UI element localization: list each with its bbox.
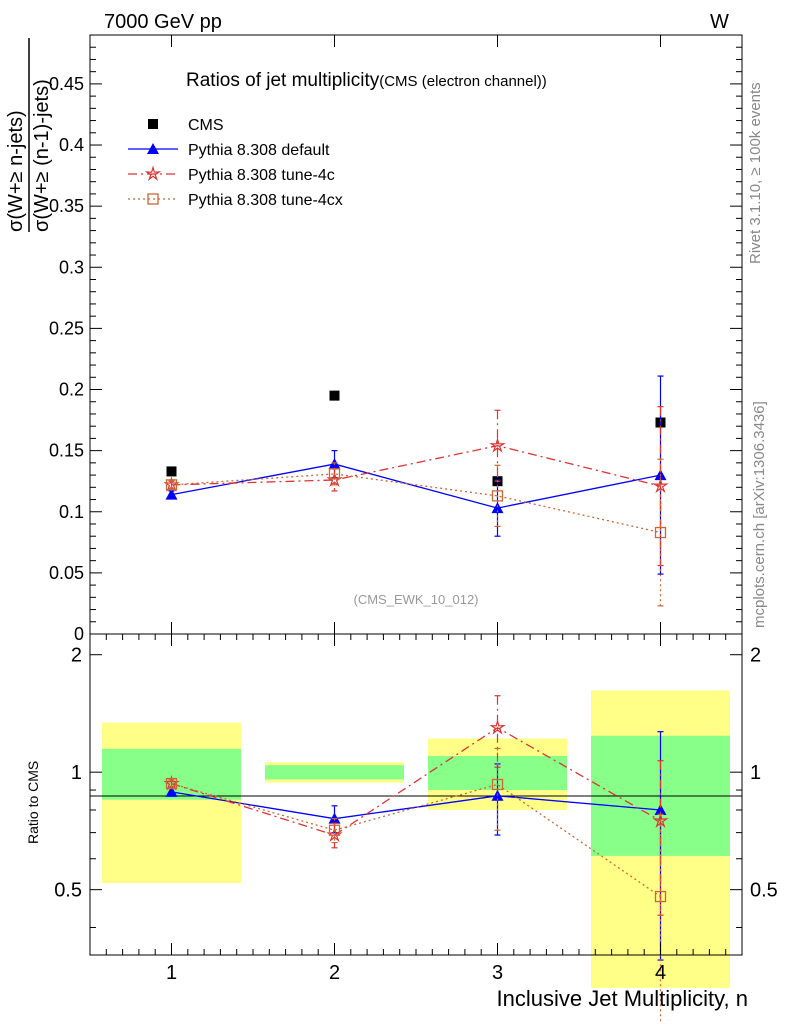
legend-label: Pythia 8.308 tune-4cx (188, 192, 343, 209)
chart-title-sub: (CMS (electron channel)) (379, 73, 547, 90)
main-panel-series (163, 375, 669, 607)
header-process-label: W (710, 11, 729, 33)
cms-data-point (329, 390, 340, 401)
ratio-panel-series (163, 695, 669, 1024)
legend-marker (147, 193, 159, 205)
ratio-series-1-line (171, 791, 661, 820)
legend-marker (144, 165, 162, 182)
ratio-series-2-point (489, 719, 506, 735)
ratio-xtick-label: 4 (655, 962, 666, 984)
main-ytick-label: 0.35 (49, 196, 84, 216)
ratio-series-3-point (491, 778, 504, 791)
cms-syst-band (102, 722, 241, 883)
main-ytick-label: 0 (74, 624, 84, 644)
main-series-2-point (652, 477, 669, 494)
legend: CMS Pythia 8.308 default Pythia 8.308 tune… (128, 117, 343, 209)
main-series-1-point (165, 488, 178, 500)
xaxis-label: Inclusive Jet Multiplicity, n (497, 986, 748, 1011)
main-series-3-point (491, 490, 504, 502)
main-ytick-label: 0.45 (49, 74, 84, 94)
chart-title: Ratios of jet multiplicity(CMS (electron… (186, 70, 547, 91)
ratio-series-2-point (652, 812, 669, 828)
main-ytick-label: 0.3 (59, 257, 84, 277)
main-ytick-label: 0.15 (49, 441, 84, 461)
ratio-ytick-label: 1 (71, 762, 82, 784)
chart-title-main: Ratios of jet multiplicity (186, 70, 380, 91)
legend-label: Pythia 8.308 default (188, 142, 330, 159)
ylabel-numerator: σ(W+≥ n-jets) (5, 110, 27, 232)
ratio-series-3-point (165, 777, 178, 790)
main-series-1-point (491, 502, 504, 514)
analysis-tag: (CMS_EWK_10_012) (354, 592, 479, 607)
main-series-2-line (171, 445, 661, 487)
rivet-version-label: Rivet 3.1.10, ≥ 100k events (747, 82, 764, 264)
ratio-ytick-label: 2 (71, 645, 82, 667)
ratio-ytick-label-right: 2 (750, 645, 761, 667)
legend-label: Pythia 8.308 tune-4c (188, 167, 335, 184)
mcplots-label: mcplots.cern.ch [arXiv:1306.3436] (751, 401, 768, 628)
cms-stat-band (265, 765, 404, 780)
ratio-ytick-label-right: 0.5 (750, 880, 778, 902)
ylabel-denominator: σ(W+≥ (n-1)-jets) (31, 79, 53, 232)
ratio-series-2-line (171, 726, 661, 836)
ratio-ytick-label-right: 1 (750, 762, 761, 784)
ratio-series-1-point (165, 785, 178, 797)
main-series-2-point (489, 437, 506, 453)
main-ytick-label: 0.25 (49, 318, 84, 338)
cms-data-point (166, 466, 177, 477)
main-ytick-label: 0.1 (59, 502, 84, 522)
ratio-ylabel: Ratio to CMS (25, 761, 41, 844)
ratio-xtick-label: 1 (166, 962, 177, 984)
main-ytick-label: 0.05 (49, 563, 84, 583)
ratio-series-1-point (654, 803, 667, 815)
legend-marker-cms (148, 119, 158, 129)
main-ytick-label: 0.2 (59, 380, 84, 400)
ratio-series-3-point (654, 890, 667, 903)
main-series-3-point (165, 479, 178, 491)
header-energy-label: 7000 GeV pp (104, 11, 222, 33)
ratio-panel-axes: 0.5 0.5 1 1 2 2 1 2 3 4 (54, 634, 778, 984)
main-ylabel: σ(W+≥ n-jets) σ(W+≥ (n-1)-jets) (5, 38, 53, 232)
main-series-3-point (328, 468, 341, 480)
main-series-3-line (171, 473, 661, 534)
ratio-ytick-label: 0.5 (54, 880, 82, 902)
legend-label: CMS (188, 117, 224, 134)
ratio-xtick-label: 2 (329, 962, 340, 984)
ratio-series-3-point (328, 824, 341, 836)
main-ytick-label: 0.4 (59, 135, 84, 155)
ratio-xtick-label: 3 (492, 962, 503, 984)
main-panel-axes: 0 0.05 0.1 0.15 0.2 0.25 0.3 0.35 0.4 0.45 (49, 34, 742, 644)
legend-marker (147, 143, 159, 154)
main-series-3-point (654, 526, 667, 539)
